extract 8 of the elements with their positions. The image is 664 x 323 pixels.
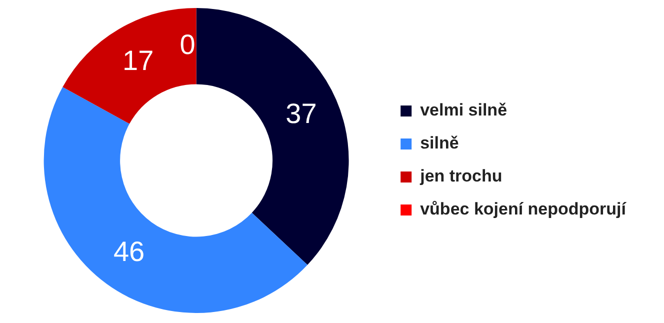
data-label: 17 xyxy=(122,44,154,76)
text: 0 xyxy=(180,28,196,60)
legend-label: silně xyxy=(420,134,459,153)
data-label: 46 xyxy=(113,236,145,267)
legend-label: vůbec kojení nepodporují xyxy=(420,200,628,219)
legend-label: jen trochu xyxy=(419,166,502,186)
data-label: 37 xyxy=(286,98,317,129)
legend-label: velmi silně xyxy=(420,100,508,120)
